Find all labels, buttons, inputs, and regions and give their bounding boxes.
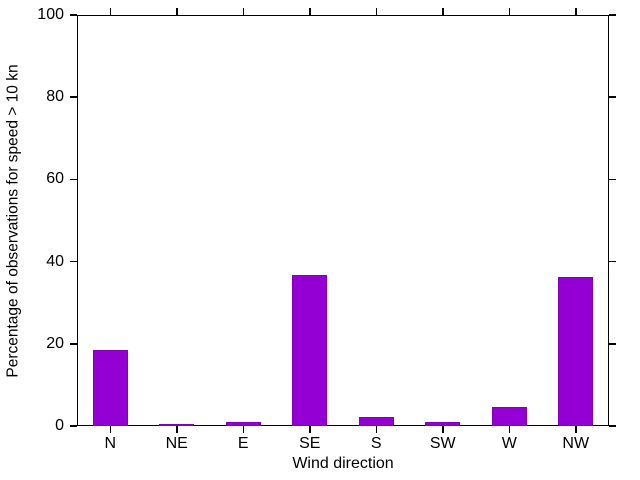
x-tick-label-SE: SE bbox=[299, 435, 321, 452]
plot-area bbox=[77, 15, 609, 426]
x-tick-label-NW: NW bbox=[562, 435, 590, 452]
y-tick-right bbox=[609, 178, 616, 181]
x-tick-top bbox=[309, 8, 311, 15]
x-tick-label-SW: SW bbox=[429, 435, 456, 452]
bar-S bbox=[358, 416, 394, 426]
bar-NW bbox=[558, 277, 594, 426]
x-tick-bottom bbox=[508, 426, 510, 433]
y-axis-label: Percentage of observations for speed > 1… bbox=[4, 64, 21, 378]
bar-SE bbox=[292, 275, 328, 426]
x-tick-label-S: S bbox=[370, 435, 382, 452]
x-tick-top bbox=[242, 8, 244, 15]
y-tick-label: 100 bbox=[37, 6, 64, 23]
x-tick-label-E: E bbox=[237, 435, 249, 452]
y-tick-right bbox=[609, 343, 616, 345]
x-tick-top bbox=[109, 8, 111, 15]
x-tick-label-N: N bbox=[104, 435, 117, 452]
x-tick-bottom bbox=[242, 426, 244, 433]
x-tick-bottom bbox=[309, 426, 311, 433]
x-tick-top bbox=[508, 8, 510, 15]
y-tick-label: 20 bbox=[46, 334, 64, 352]
y-tick-left bbox=[70, 178, 77, 181]
y-tick-left bbox=[70, 96, 77, 98]
x-tick-top bbox=[442, 8, 444, 15]
x-tick-bottom bbox=[109, 426, 111, 433]
y-tick-left bbox=[70, 425, 77, 427]
y-tick-label: 60 bbox=[46, 170, 64, 188]
x-tick-label-W: W bbox=[501, 435, 517, 452]
x-axis-label: Wind direction bbox=[292, 455, 394, 472]
y-tick-left bbox=[70, 14, 77, 16]
bar-N bbox=[92, 349, 128, 426]
y-tick-right bbox=[609, 260, 616, 263]
x-tick-bottom bbox=[575, 426, 577, 433]
y-tick-right bbox=[609, 14, 616, 16]
y-tick-label: 0 bbox=[55, 417, 64, 434]
x-tick-top bbox=[176, 8, 178, 15]
x-tick-bottom bbox=[176, 426, 178, 433]
y-tick-left bbox=[70, 260, 77, 263]
y-tick-label: 80 bbox=[46, 88, 64, 106]
y-tick-right bbox=[609, 425, 616, 427]
y-tick-label: 40 bbox=[46, 252, 64, 270]
bar-SW bbox=[425, 422, 461, 426]
x-tick-label-NE: NE bbox=[165, 435, 188, 452]
bar-NE bbox=[159, 423, 195, 426]
y-tick-left bbox=[70, 343, 77, 345]
y-tick-right bbox=[609, 96, 616, 98]
bar-W bbox=[491, 407, 527, 426]
bar-E bbox=[225, 422, 261, 426]
x-tick-bottom bbox=[442, 426, 444, 433]
x-tick-bottom bbox=[375, 426, 377, 433]
x-tick-top bbox=[375, 8, 377, 15]
x-tick-top bbox=[575, 8, 577, 15]
